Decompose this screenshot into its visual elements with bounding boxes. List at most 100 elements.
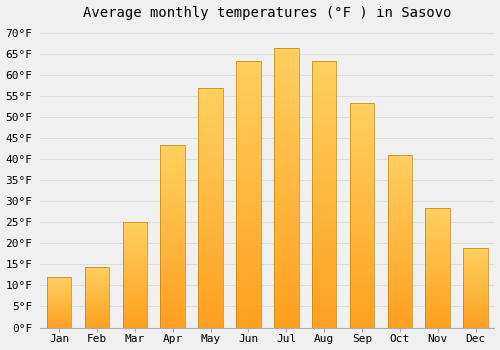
Bar: [463, 259, 488, 260]
Bar: [388, 253, 412, 255]
Bar: [388, 265, 412, 267]
Bar: [47, 285, 72, 286]
Bar: [312, 231, 336, 234]
Bar: [350, 262, 374, 265]
Bar: [122, 284, 147, 285]
Bar: [47, 291, 72, 292]
Bar: [47, 292, 72, 293]
Bar: [160, 172, 185, 174]
Bar: [198, 217, 223, 220]
Bar: [122, 322, 147, 323]
Bar: [463, 291, 488, 292]
Bar: [236, 274, 260, 277]
Bar: [122, 223, 147, 328]
Bar: [463, 272, 488, 273]
Bar: [122, 225, 147, 226]
Bar: [122, 285, 147, 286]
Bar: [198, 146, 223, 148]
Bar: [388, 219, 412, 220]
Bar: [236, 79, 260, 82]
Bar: [312, 264, 336, 266]
Bar: [274, 87, 298, 90]
Bar: [236, 114, 260, 117]
Bar: [47, 277, 72, 328]
Bar: [198, 244, 223, 246]
Bar: [198, 292, 223, 294]
Bar: [236, 135, 260, 138]
Bar: [388, 177, 412, 179]
Bar: [274, 110, 298, 112]
Bar: [236, 186, 260, 189]
Bar: [426, 241, 450, 243]
Bar: [388, 269, 412, 271]
Bar: [312, 229, 336, 231]
Bar: [312, 66, 336, 69]
Bar: [122, 255, 147, 256]
Bar: [388, 305, 412, 307]
Bar: [122, 317, 147, 318]
Bar: [463, 256, 488, 257]
Bar: [198, 237, 223, 239]
Title: Average monthly temperatures (°F ) in Sasovo: Average monthly temperatures (°F ) in Sa…: [83, 6, 452, 20]
Bar: [84, 317, 110, 318]
Bar: [198, 299, 223, 301]
Bar: [463, 260, 488, 261]
Bar: [312, 61, 336, 63]
Bar: [160, 273, 185, 274]
Bar: [388, 255, 412, 257]
Bar: [463, 258, 488, 259]
Bar: [312, 90, 336, 93]
Bar: [84, 312, 110, 313]
Bar: [274, 104, 298, 107]
Bar: [388, 162, 412, 164]
Bar: [350, 170, 374, 172]
Bar: [160, 258, 185, 260]
Bar: [198, 124, 223, 126]
Bar: [463, 320, 488, 321]
Bar: [160, 269, 185, 271]
Bar: [350, 166, 374, 168]
Bar: [198, 88, 223, 328]
Bar: [312, 266, 336, 269]
Bar: [463, 249, 488, 250]
Bar: [160, 304, 185, 306]
Bar: [198, 184, 223, 186]
Bar: [426, 231, 450, 232]
Bar: [160, 218, 185, 220]
Bar: [198, 93, 223, 95]
Bar: [160, 174, 185, 176]
Bar: [274, 280, 298, 283]
Bar: [160, 220, 185, 222]
Bar: [350, 204, 374, 206]
Bar: [350, 301, 374, 303]
Bar: [312, 63, 336, 66]
Bar: [198, 191, 223, 193]
Bar: [160, 295, 185, 296]
Bar: [426, 285, 450, 286]
Bar: [236, 165, 260, 167]
Bar: [47, 319, 72, 320]
Bar: [274, 244, 298, 246]
Bar: [198, 215, 223, 217]
Bar: [274, 297, 298, 300]
Bar: [426, 277, 450, 278]
Bar: [312, 194, 336, 197]
Bar: [122, 278, 147, 279]
Bar: [122, 227, 147, 228]
Bar: [426, 294, 450, 295]
Bar: [350, 199, 374, 202]
Bar: [350, 251, 374, 253]
Bar: [236, 205, 260, 208]
Bar: [350, 154, 374, 156]
Bar: [160, 240, 185, 242]
Bar: [426, 323, 450, 324]
Bar: [198, 272, 223, 275]
Bar: [312, 122, 336, 125]
Bar: [236, 309, 260, 312]
Bar: [84, 310, 110, 311]
Bar: [274, 56, 298, 59]
Bar: [426, 228, 450, 229]
Bar: [84, 297, 110, 298]
Bar: [388, 202, 412, 203]
Bar: [198, 294, 223, 296]
